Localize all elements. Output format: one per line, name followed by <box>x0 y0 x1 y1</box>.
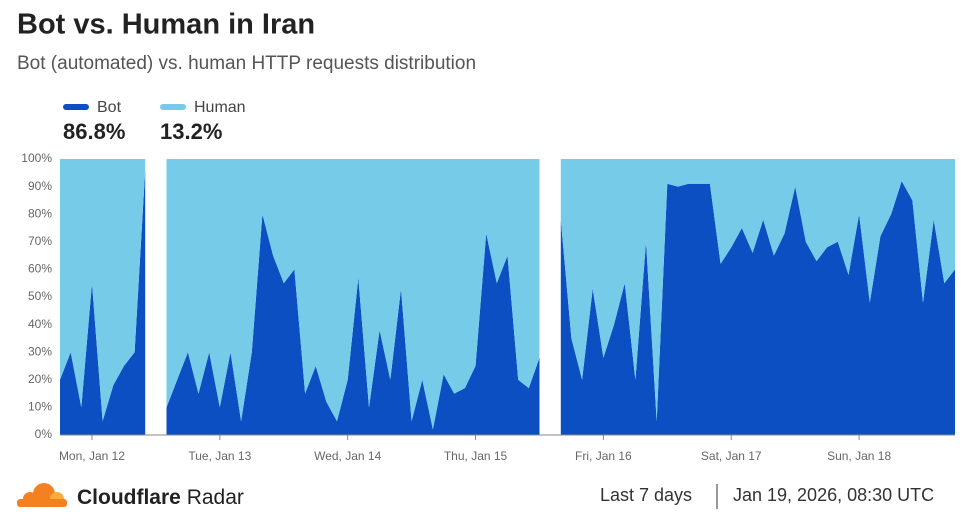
timestamp: Jan 19, 2026, 08:30 UTC <box>733 485 934 505</box>
x-tick-label: Sat, Jan 17 <box>701 449 762 463</box>
y-tick-label: 80% <box>28 206 52 220</box>
y-tick-label: 60% <box>28 262 52 276</box>
y-tick-label: 40% <box>28 317 52 331</box>
y-tick-label: 20% <box>28 372 52 386</box>
legend-label: Bot <box>97 99 122 116</box>
y-tick-label: 50% <box>28 289 52 303</box>
area <box>560 181 955 435</box>
product: Radar <box>187 486 244 509</box>
area <box>166 159 540 430</box>
x-tick-label: Wed, Jan 14 <box>314 449 381 463</box>
area <box>60 170 146 435</box>
x-tick-label: Fri, Jan 16 <box>575 449 632 463</box>
footer-brand: Cloudflare Radar <box>77 486 244 509</box>
y-tick-label: 100% <box>21 151 52 165</box>
legend-label: Human <box>194 99 246 116</box>
area <box>560 159 955 422</box>
y-tick-label: 0% <box>35 427 53 441</box>
x-tick-label: Sun, Jan 18 <box>827 449 891 463</box>
y-tick-label: 30% <box>28 344 52 358</box>
area <box>166 214 540 435</box>
y-tick-label: 10% <box>28 400 52 414</box>
brand: Cloudflare <box>77 486 181 509</box>
chart-title: Bot vs. Human in Iran <box>17 9 315 41</box>
y-tick-label: 90% <box>28 179 52 193</box>
legend-share: 13.2% <box>160 119 222 144</box>
y-tick-label: 70% <box>28 234 52 248</box>
logo <box>17 483 67 507</box>
chart-subtitle: Bot (automated) vs. human HTTP requests … <box>17 53 476 74</box>
legend-swatch <box>160 104 186 110</box>
x-tick-label: Tue, Jan 13 <box>188 449 251 463</box>
range: Last 7 days <box>600 485 692 505</box>
legend-swatch <box>63 104 89 110</box>
area <box>60 159 146 422</box>
legend-share: 86.8% <box>63 119 125 144</box>
x-tick-label: Thu, Jan 15 <box>444 449 508 463</box>
x-tick-label: Mon, Jan 12 <box>59 449 125 463</box>
